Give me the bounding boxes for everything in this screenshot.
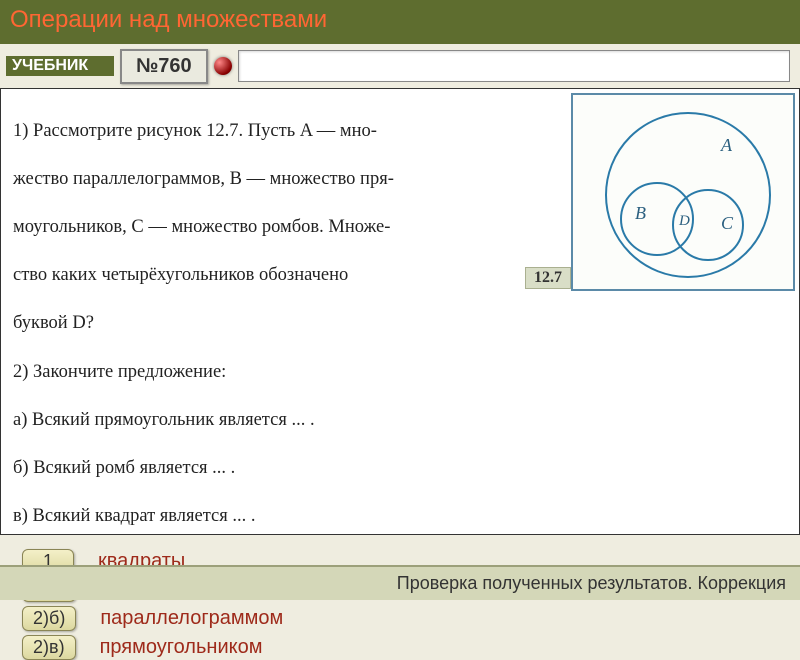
record-icon[interactable] [214, 57, 232, 75]
figure-number: 12.7 [525, 267, 571, 289]
answer-text: прямоугольником [100, 636, 263, 659]
problem-line: а) Всякий прямоугольник является ... . [13, 410, 315, 430]
footer: Проверка полученных результатов. Коррекц… [0, 565, 800, 600]
answer-button[interactable]: 2)в) [22, 635, 76, 660]
answer-text: параллелограммом [100, 607, 283, 630]
problem-line: в) Всякий квадрат является ... . [13, 506, 256, 526]
page-title: Операции над множествами [10, 6, 790, 34]
answer-row: 2)б) параллелограммом [22, 606, 800, 631]
set-label-c: C [721, 213, 733, 234]
toolbar: УЧЕБНИК №760 [0, 44, 800, 88]
answer-button[interactable]: 2)б) [22, 606, 76, 631]
problem-line: 2) Закончите предложение: [13, 362, 226, 382]
textbook-label: УЧЕБНИК [6, 56, 114, 76]
problem-line: 1) Рассмотрите рисунок 12.7. Пусть A — м… [13, 121, 377, 141]
problem-line: ство каких четырёхугольников обозначено [13, 265, 348, 285]
set-label-b: B [635, 203, 646, 224]
problem-box: 1) Рассмотрите рисунок 12.7. Пусть A — м… [0, 88, 800, 535]
figure-column: A B C D 12.7 [567, 89, 799, 534]
footer-text: Проверка полученных результатов. Коррекц… [397, 573, 786, 593]
answer-input[interactable] [238, 50, 790, 82]
problem-line: буквой D? [13, 313, 94, 333]
problem-line: жество параллелограммов, B — множество п… [13, 169, 394, 189]
problem-line: б) Всякий ромб является ... . [13, 458, 235, 478]
set-label-d: D [679, 213, 690, 230]
venn-diagram-svg [573, 95, 797, 293]
set-label-a: A [721, 135, 732, 156]
problem-line: моугольников, C — множество ромбов. Множ… [13, 217, 390, 237]
header: Операции над множествами [0, 0, 800, 44]
problem-number-box: №760 [120, 49, 208, 84]
problem-text: 1) Рассмотрите рисунок 12.7. Пусть A — м… [1, 89, 567, 534]
venn-figure: A B C D 12.7 [571, 93, 795, 291]
answer-row: 2)в) прямоугольником [22, 635, 800, 660]
